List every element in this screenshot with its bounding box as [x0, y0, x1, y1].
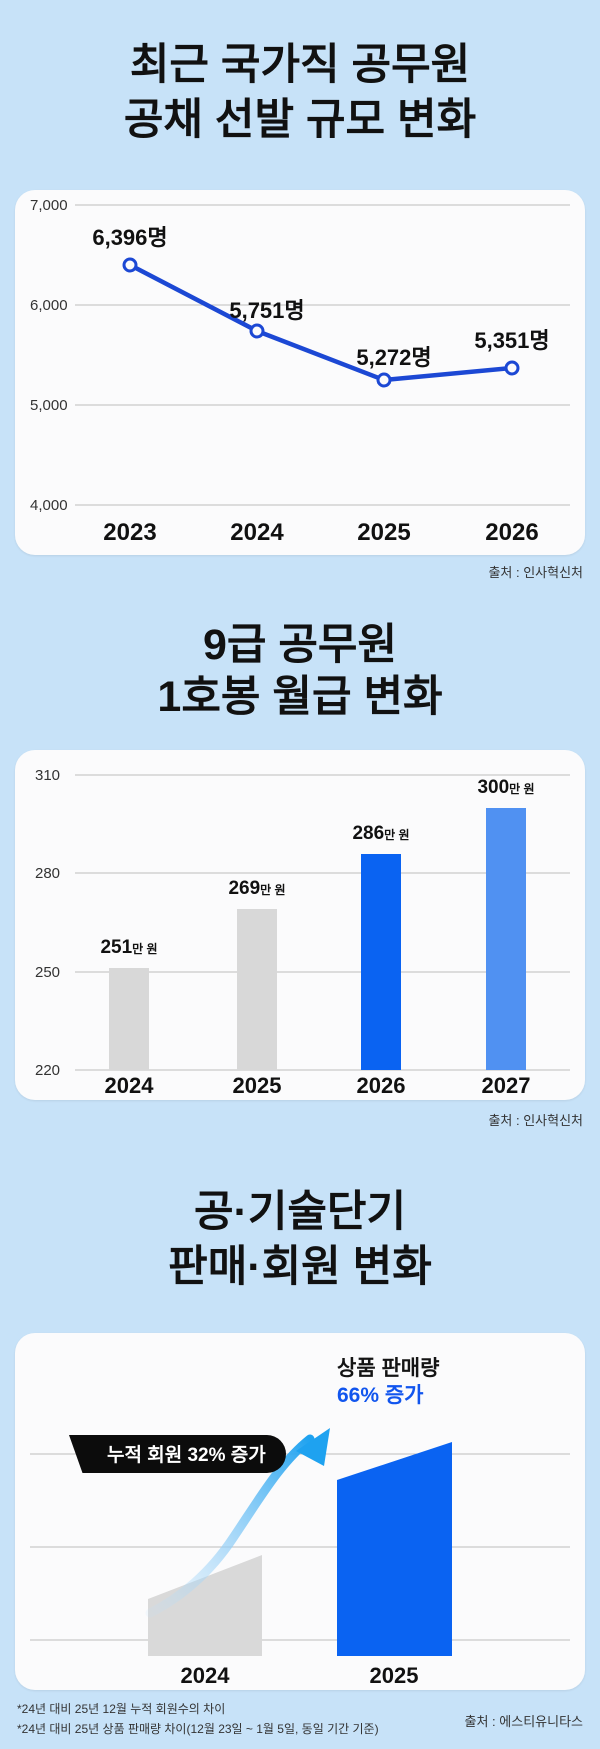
svg-text:300만 원: 300만 원 — [477, 777, 534, 798]
svg-text:6,000: 6,000 — [30, 297, 68, 314]
svg-text:2023: 2023 — [103, 519, 156, 546]
svg-text:4,000: 4,000 — [30, 497, 68, 514]
svg-text:누적 회원 32% 증가: 누적 회원 32% 증가 — [107, 1444, 266, 1466]
svg-text:5,351명: 5,351명 — [474, 328, 549, 353]
svg-text:280: 280 — [35, 865, 60, 882]
svg-text:251만 원: 251만 원 — [100, 937, 157, 958]
svg-text:2026: 2026 — [485, 519, 538, 546]
svg-text:2026: 2026 — [357, 1073, 406, 1098]
svg-text:상품 판매량: 상품 판매량 — [337, 1357, 439, 1380]
svg-text:2024: 2024 — [230, 519, 284, 546]
svg-text:2024: 2024 — [181, 1663, 231, 1688]
svg-text:5,751명: 5,751명 — [229, 298, 304, 323]
svg-text:220: 220 — [35, 1062, 60, 1079]
svg-text:6,396명: 6,396명 — [92, 225, 167, 250]
svg-text:310: 310 — [35, 767, 60, 784]
svg-text:2025: 2025 — [357, 519, 410, 546]
svg-text:269만 원: 269만 원 — [228, 878, 285, 899]
svg-text:5,272명: 5,272명 — [356, 345, 431, 370]
svg-text:5,000: 5,000 — [30, 397, 68, 414]
svg-text:250: 250 — [35, 964, 60, 981]
svg-text:2025: 2025 — [370, 1663, 419, 1688]
svg-text:2025: 2025 — [233, 1073, 282, 1098]
svg-text:66% 증가: 66% 증가 — [337, 1384, 424, 1407]
svg-text:286만 원: 286만 원 — [352, 823, 409, 844]
svg-text:7,000: 7,000 — [30, 197, 68, 214]
svg-text:2027: 2027 — [482, 1073, 531, 1098]
svg-text:2024: 2024 — [105, 1073, 155, 1098]
